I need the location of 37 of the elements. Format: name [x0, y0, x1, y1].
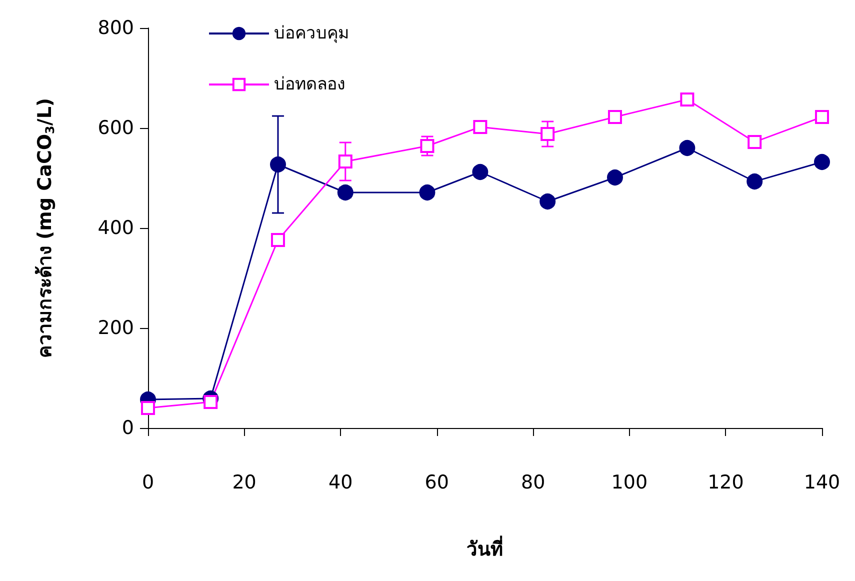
point	[419, 184, 436, 200]
point	[607, 170, 623, 186]
point	[337, 184, 354, 200]
point	[748, 135, 762, 149]
point	[540, 127, 555, 141]
point	[540, 194, 556, 210]
point	[141, 401, 155, 415]
point	[338, 154, 352, 168]
x-tick-label: 20	[232, 472, 256, 494]
x-tick-label: 60	[424, 472, 449, 494]
y-tick-label: 0	[122, 417, 134, 439]
point	[472, 164, 488, 180]
legend-label: บ่อควบคุม	[274, 24, 349, 44]
x-tick-label: 100	[611, 472, 648, 494]
y-tick-label: 400	[98, 217, 134, 239]
x-axis-title: วันที่	[466, 536, 504, 560]
y-tick-label: 200	[98, 317, 134, 339]
y-tick-label: 800	[98, 17, 134, 39]
point	[680, 92, 694, 106]
x-tick-label: 120	[708, 472, 744, 494]
point	[815, 110, 829, 124]
point	[270, 156, 286, 172]
point	[204, 395, 218, 409]
point	[746, 174, 763, 190]
point	[420, 139, 434, 153]
legend-label: บ่อทดลอง	[274, 74, 345, 94]
point	[270, 233, 285, 247]
y-axis-title: ความกระด้าง (mg CaCO3/L)	[34, 98, 57, 358]
x-tick-label: 140	[804, 472, 840, 494]
y-tick-label: 600	[98, 117, 134, 139]
point	[814, 154, 830, 170]
x-tick-label: 40	[328, 472, 353, 494]
point	[473, 120, 488, 134]
x-tick-label: 0	[142, 472, 154, 494]
x-tick-label: 80	[521, 472, 546, 494]
point	[608, 110, 622, 124]
point	[679, 140, 696, 156]
